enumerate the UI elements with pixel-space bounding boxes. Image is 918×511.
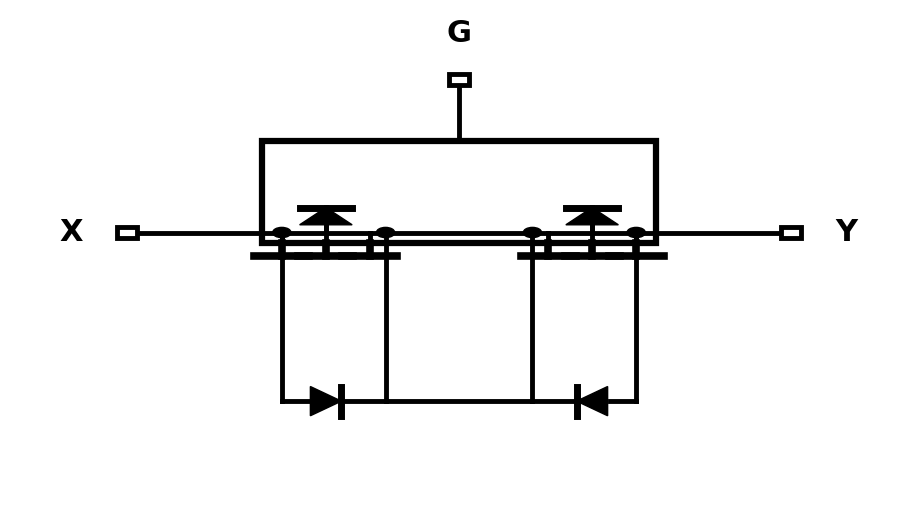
Bar	[262, 141, 656, 243]
Circle shape	[627, 227, 645, 238]
Polygon shape	[299, 207, 353, 225]
Bar	[449, 74, 469, 85]
Circle shape	[273, 227, 291, 238]
Bar	[117, 227, 137, 238]
Text: G: G	[446, 19, 472, 48]
Text: Y: Y	[835, 218, 857, 247]
Bar	[781, 227, 801, 238]
Circle shape	[376, 227, 395, 238]
Text: X: X	[60, 218, 84, 247]
Polygon shape	[565, 207, 619, 225]
Polygon shape	[577, 386, 608, 416]
Polygon shape	[310, 386, 341, 416]
Circle shape	[523, 227, 542, 238]
